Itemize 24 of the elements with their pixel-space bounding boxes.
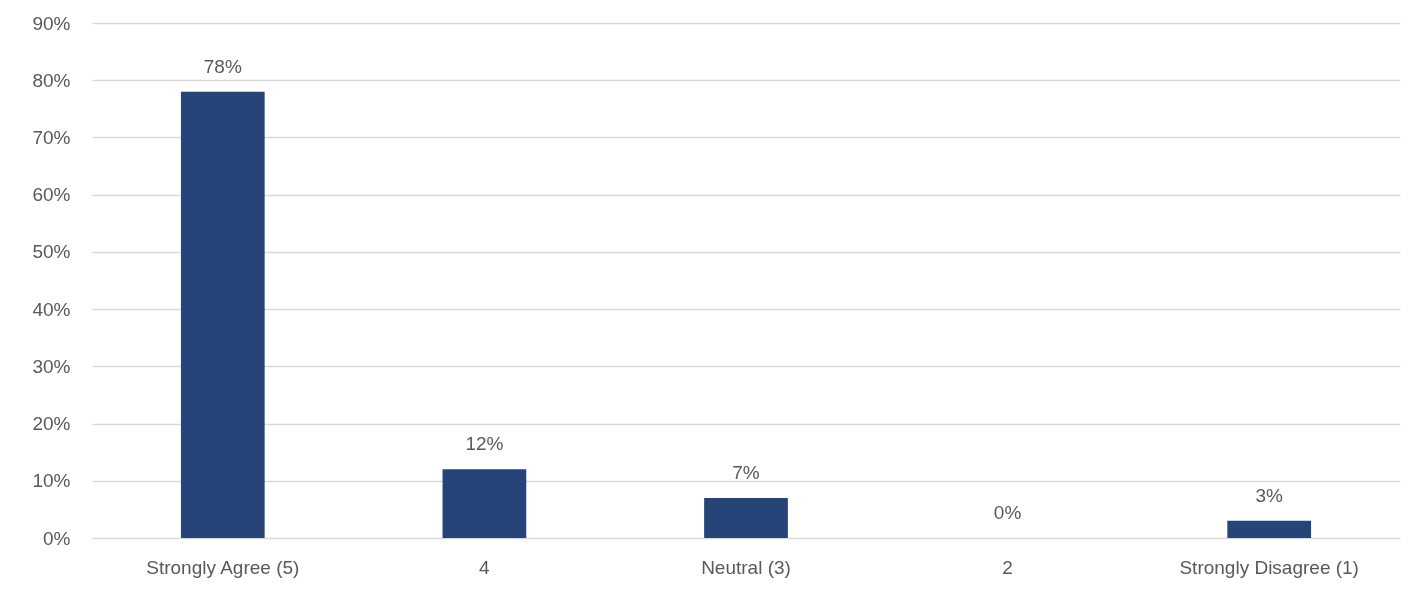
y-tick-label: 60%	[32, 184, 71, 206]
x-tick-label: Neutral (3)	[701, 556, 791, 578]
data-label: 12%	[465, 433, 504, 455]
data-label: 3%	[1255, 484, 1284, 506]
x-tick-label: Strongly Agree (5)	[146, 556, 300, 578]
bar	[1227, 520, 1312, 538]
bar	[704, 497, 788, 538]
y-tick-label: 10%	[32, 470, 71, 492]
x-tick-label: 4	[479, 556, 491, 578]
bar	[180, 91, 265, 538]
y-tick-label: 50%	[32, 241, 71, 263]
y-tick-label: 90%	[32, 12, 71, 34]
data-label: 0%	[993, 502, 1022, 523]
y-tick-label: 70%	[32, 126, 71, 148]
bar	[442, 469, 527, 538]
x-tick-label: Strongly Disagree (1)	[1179, 556, 1359, 578]
data-label: 7%	[732, 461, 760, 483]
x-tick-label: 2	[1002, 556, 1013, 578]
y-tick-label: 20%	[32, 413, 71, 435]
data-label: 78%	[203, 55, 242, 77]
y-tick-label: 40%	[32, 298, 71, 320]
y-tick-label: 0%	[43, 527, 71, 549]
y-tick-label: 80%	[32, 69, 71, 91]
y-tick-label: 30%	[32, 355, 71, 377]
